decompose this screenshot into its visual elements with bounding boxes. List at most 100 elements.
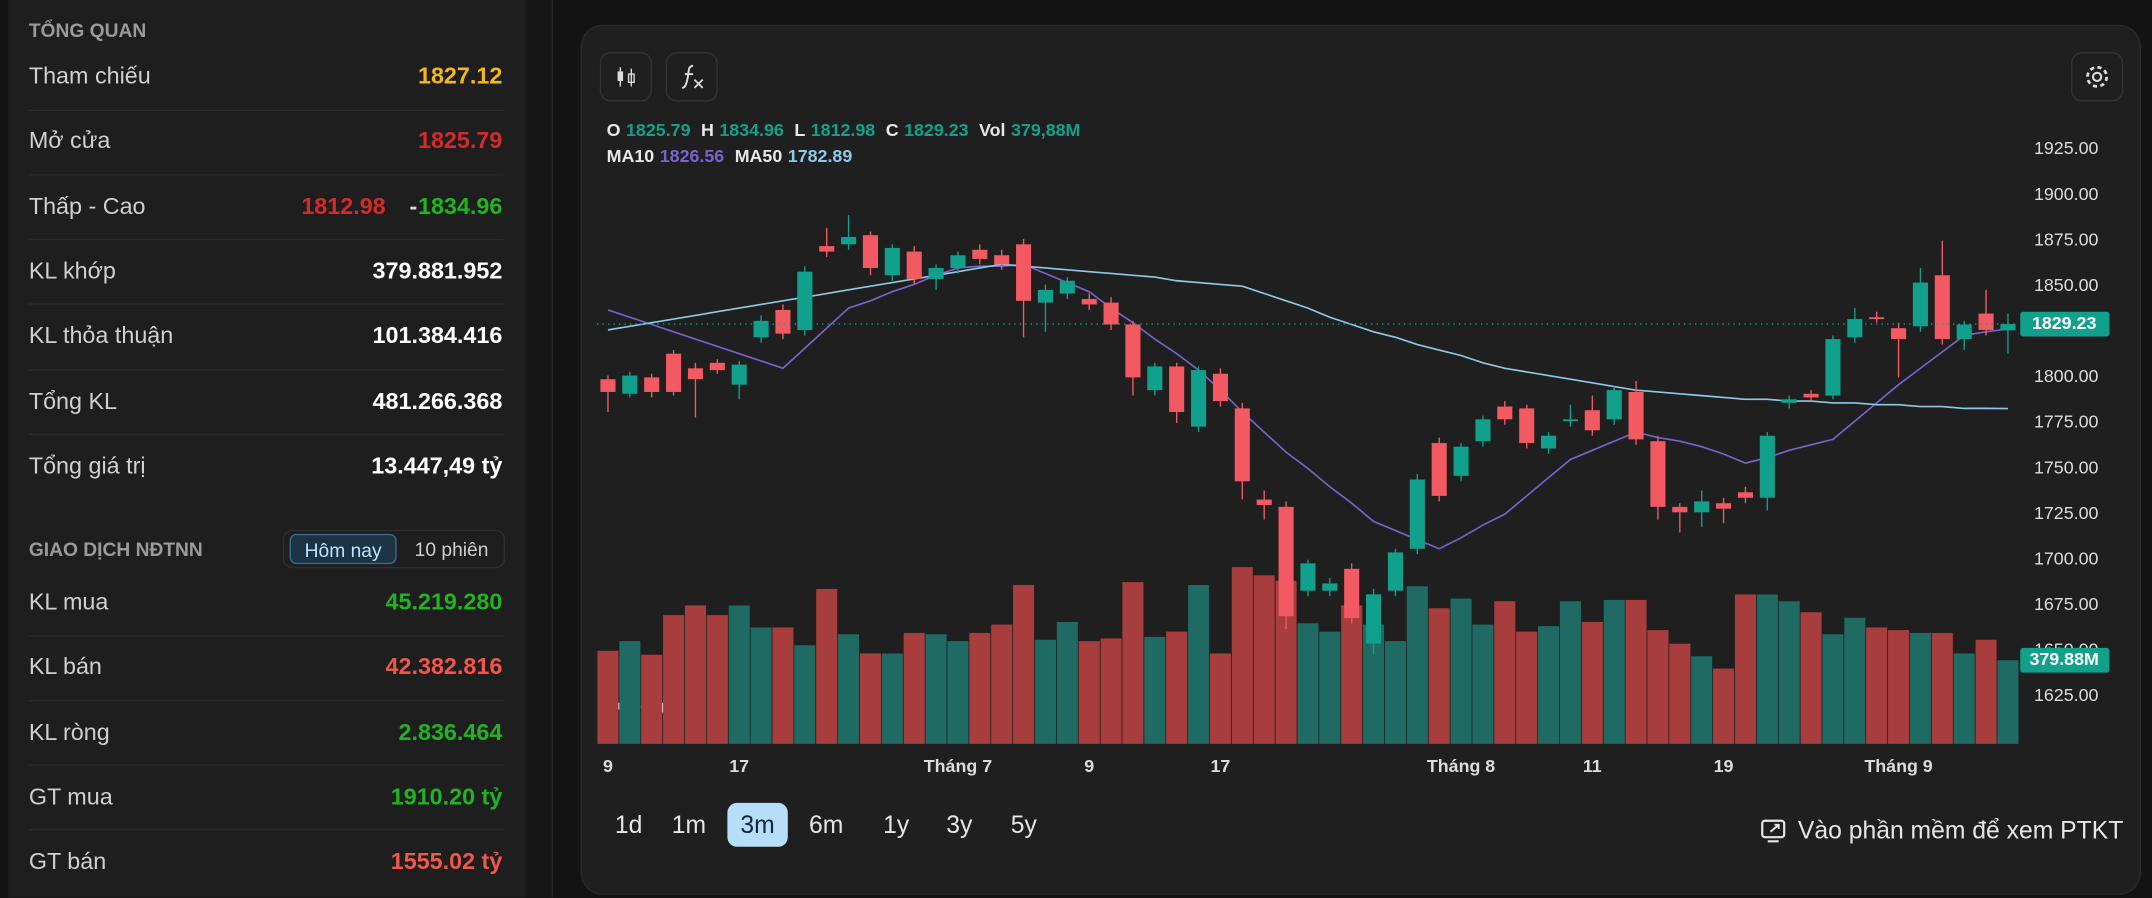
row-label: KL khớp xyxy=(28,257,116,284)
volume-bar xyxy=(1888,630,1910,744)
volume-bar xyxy=(1144,636,1166,744)
candle-body xyxy=(1978,313,1994,330)
x-tick-label: 17 xyxy=(729,756,749,776)
last-price-tag xyxy=(2020,311,2110,337)
volume-bar xyxy=(1778,601,1800,744)
range-button[interactable]: 3y xyxy=(946,811,973,839)
volume-bar xyxy=(925,634,947,744)
range-button[interactable]: 3m xyxy=(727,802,788,847)
row-separator xyxy=(28,764,504,766)
volume-bar xyxy=(619,641,641,744)
candle-body xyxy=(1103,302,1119,325)
row-separator xyxy=(28,699,504,702)
gear-icon xyxy=(2086,65,2109,88)
candle-body xyxy=(1891,328,1907,340)
row-label: GT bán xyxy=(28,848,107,875)
row-label: Thấp - Cao xyxy=(28,192,146,220)
candle-body xyxy=(666,353,682,392)
section-title: TỔNG QUAN xyxy=(28,19,147,42)
volume-bar xyxy=(1078,641,1100,744)
row-label: Tham chiếu xyxy=(28,63,151,90)
legend-key: Vol xyxy=(979,119,1006,140)
candle-body xyxy=(687,368,704,380)
candle-type-button[interactable] xyxy=(599,52,652,102)
candle-body xyxy=(1081,298,1097,305)
volume-bar xyxy=(597,650,619,744)
candle-body xyxy=(1847,319,1863,338)
indicator-button[interactable] xyxy=(665,52,718,102)
volume-bar xyxy=(1122,582,1144,744)
volume-bar xyxy=(706,615,728,744)
candle-body xyxy=(1934,275,1950,340)
candle-body xyxy=(1366,594,1382,644)
info-panel: TỔNG QUAN Tham chiếu 1827.12 Mở cửa 1825.79 T… xyxy=(8,0,526,898)
candle-body xyxy=(1541,435,1557,449)
candle-body xyxy=(1278,506,1294,617)
candle-body xyxy=(950,255,966,268)
volume-bar xyxy=(1691,656,1713,744)
row-separator xyxy=(28,634,504,637)
candle-body xyxy=(1191,370,1207,427)
volume-bar xyxy=(1494,601,1516,744)
row-label: KL mua xyxy=(28,588,109,615)
candle-body xyxy=(819,246,835,252)
ma-line xyxy=(607,263,2009,550)
candle-body xyxy=(1759,435,1775,498)
volume-bar xyxy=(641,654,663,744)
volume-bar xyxy=(794,645,816,744)
candle-body xyxy=(862,235,878,268)
volume-bar xyxy=(1384,641,1406,744)
row-label: Mở cửa xyxy=(28,128,111,155)
range-button[interactable]: 6m xyxy=(809,811,844,839)
candle-body xyxy=(994,255,1010,265)
software-link[interactable]: Vào phần mềm để xem PTKT xyxy=(1797,816,2124,845)
volume-bar xyxy=(1822,634,1844,744)
y-tick-label: 1800.00 xyxy=(2034,366,2099,386)
volume-bar xyxy=(1406,586,1428,744)
volume-bar xyxy=(838,634,860,744)
tab[interactable]: 10 phiên xyxy=(414,538,489,560)
candle-body xyxy=(1300,563,1316,591)
row-value: 13.447,49 tỷ xyxy=(371,452,503,479)
legend-key: O xyxy=(606,119,621,140)
candle-body xyxy=(906,251,922,279)
row-label: GT mua xyxy=(28,783,113,810)
candle-body xyxy=(709,362,725,371)
volume-bar xyxy=(1034,639,1056,744)
range-button[interactable]: 1m xyxy=(671,811,707,839)
volume-bar xyxy=(1275,580,1297,744)
candle-body xyxy=(731,364,747,385)
volume-bar xyxy=(1581,621,1603,744)
y-tick-label: 1900.00 xyxy=(2034,184,2099,204)
candle-body xyxy=(1169,366,1185,413)
candle-body xyxy=(775,309,791,334)
tab[interactable]: Hôm nay xyxy=(289,533,397,565)
low-value: 1812.98 xyxy=(301,192,386,220)
volume-bar xyxy=(1669,643,1691,744)
settings-button[interactable] xyxy=(2071,52,2124,102)
x-tick-label: 19 xyxy=(1714,756,1734,776)
divider xyxy=(525,0,554,898)
legend-key: H xyxy=(700,119,714,140)
volume-bar xyxy=(1056,621,1078,744)
volume-bar xyxy=(1319,631,1341,744)
candle-body xyxy=(1803,393,1819,398)
y-tick-label: 1750.00 xyxy=(2034,457,2099,477)
chart-card xyxy=(580,24,2142,895)
candle-body xyxy=(841,236,857,245)
range-button[interactable]: 1y xyxy=(883,811,910,839)
candle-body xyxy=(1956,324,1972,340)
volume-bar xyxy=(1341,605,1363,744)
x-tick-label: 17 xyxy=(1211,756,1231,776)
range-button[interactable]: 5y xyxy=(1010,811,1037,839)
candle-body xyxy=(1716,503,1732,509)
row-value: 42.382.816 xyxy=(385,653,503,680)
range-button[interactable]: 1d xyxy=(614,811,643,839)
candle-body xyxy=(1016,244,1032,301)
x-tick-label: 9 xyxy=(1084,756,1094,776)
volume-bar xyxy=(1297,623,1319,744)
legend-value: 1834.96 xyxy=(719,119,784,140)
row-separator xyxy=(28,433,504,436)
candle-body xyxy=(972,249,988,259)
legend-key: L xyxy=(794,119,806,140)
